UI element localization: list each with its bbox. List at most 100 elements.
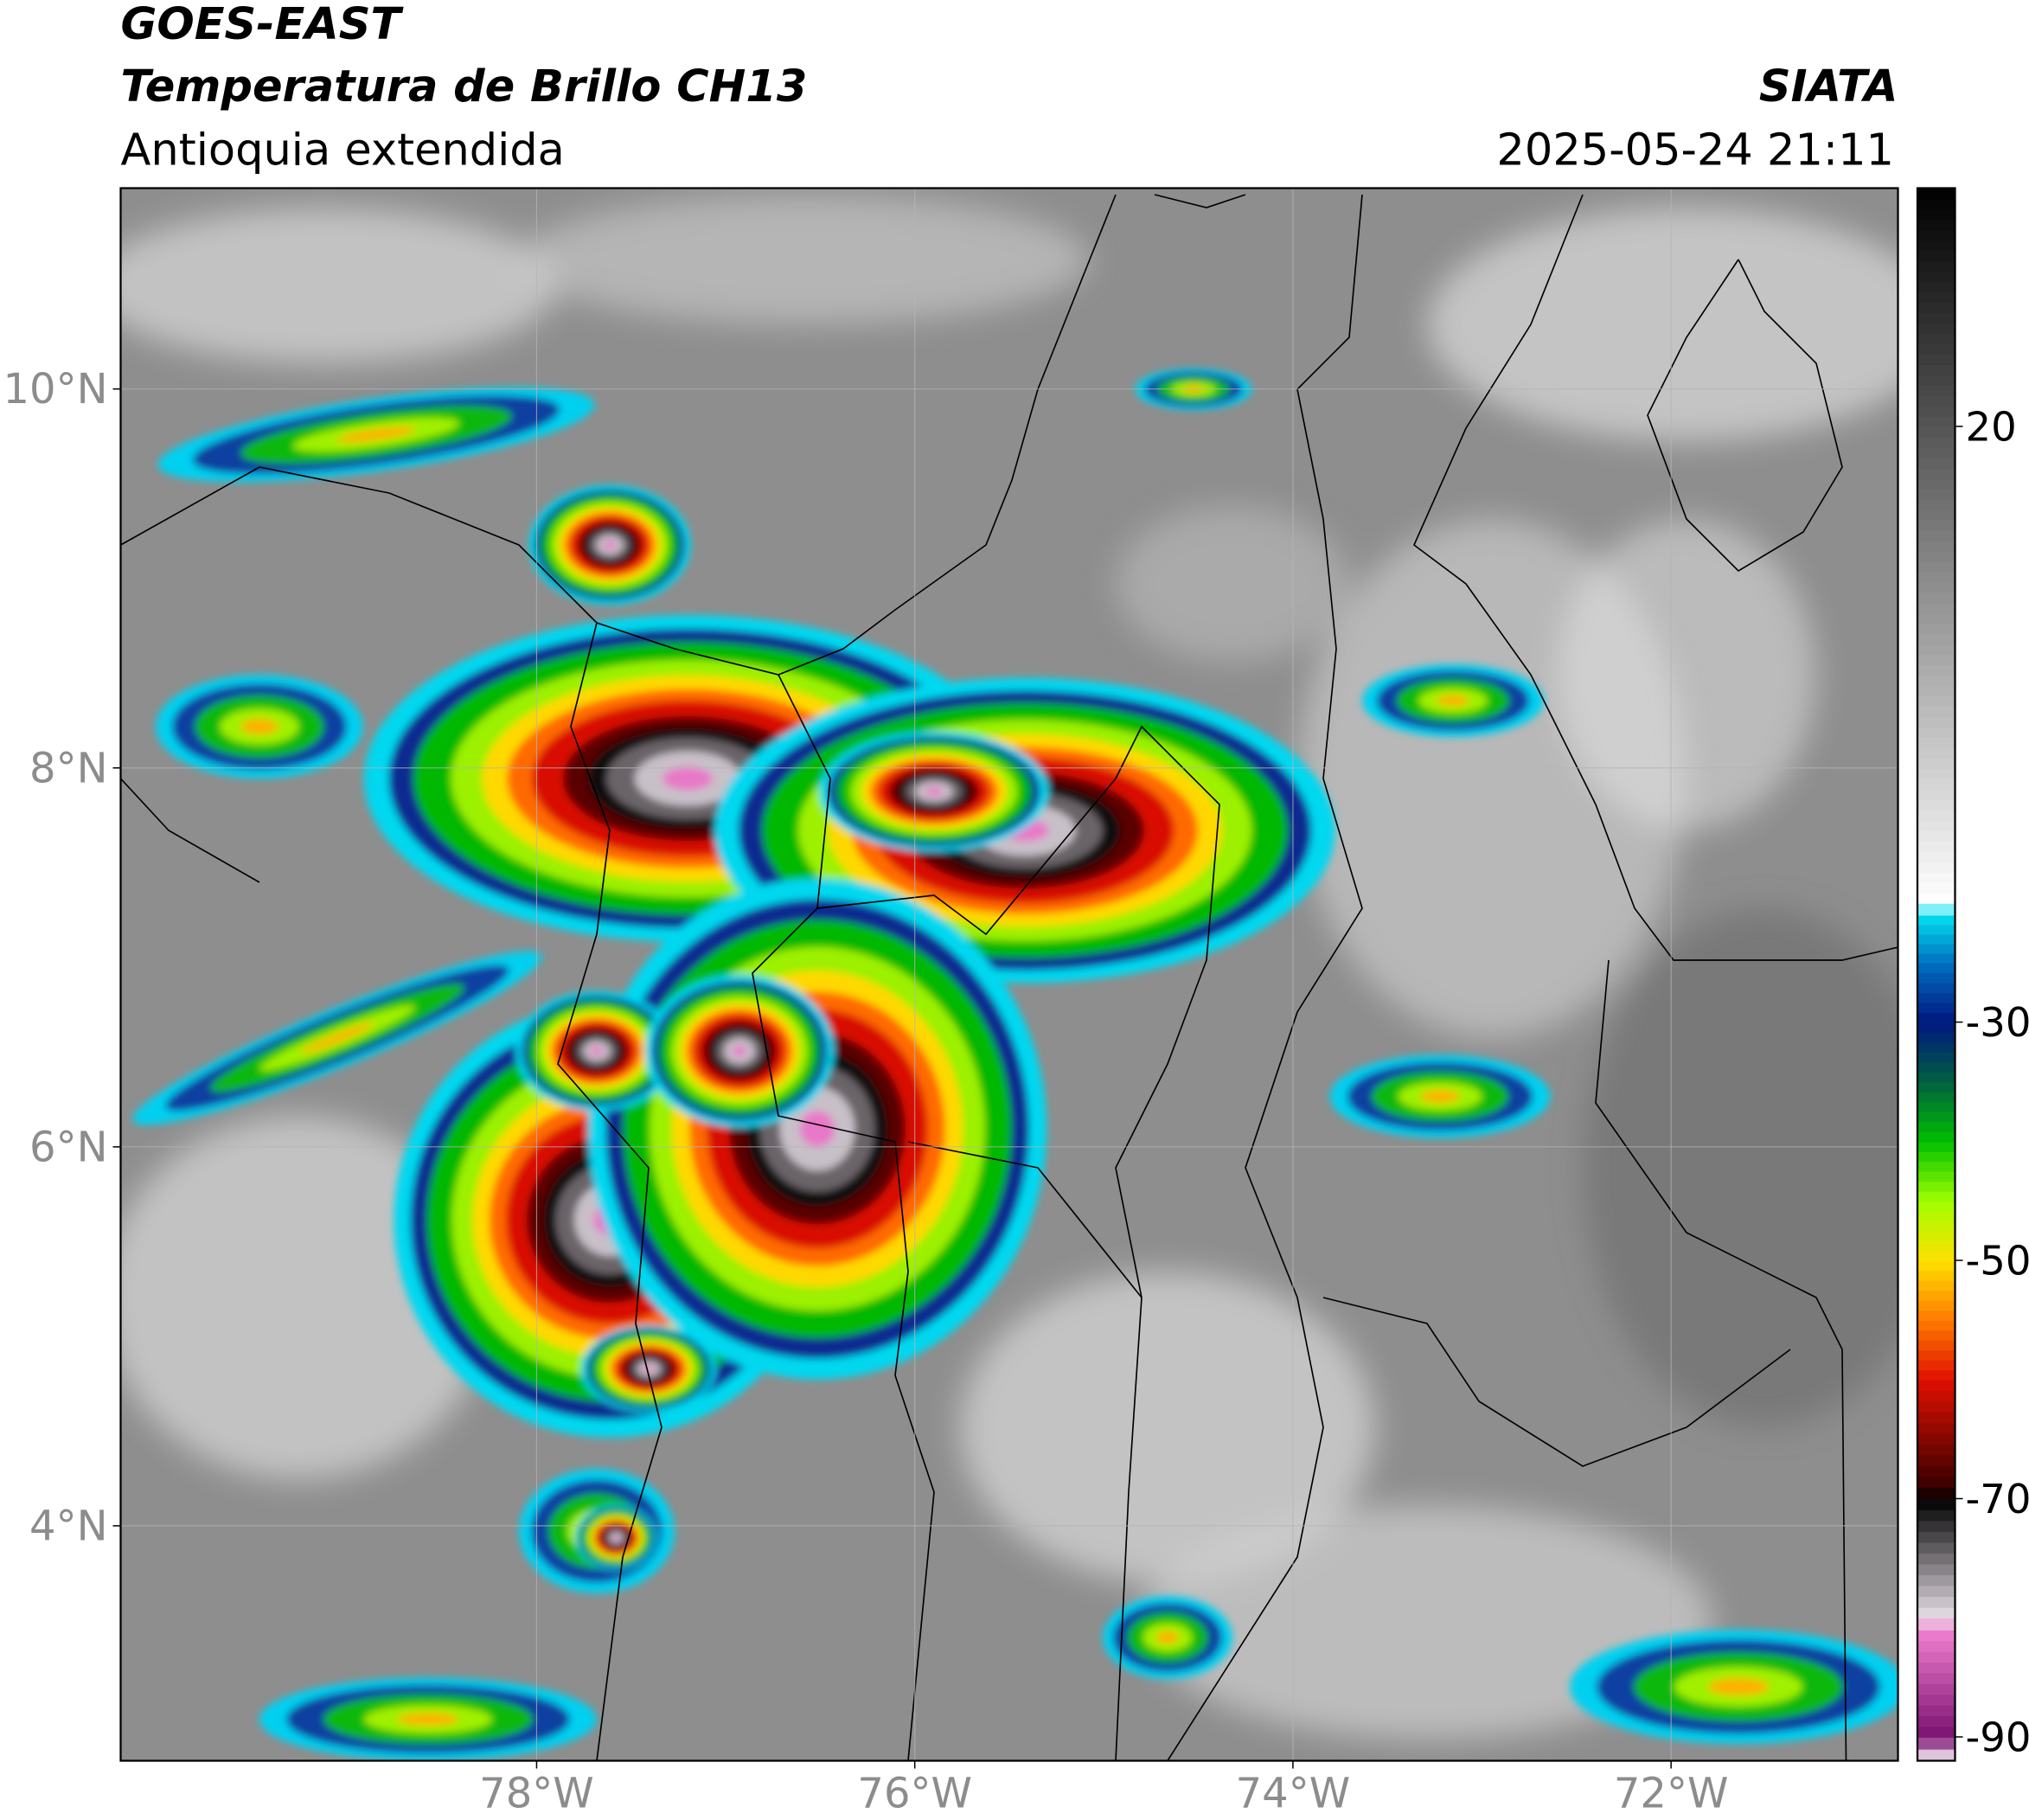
colorbar-step xyxy=(1917,1131,1955,1142)
colorbar-step xyxy=(1917,779,1955,790)
region: Antioquia extendida xyxy=(121,125,565,176)
colorbar-step xyxy=(1917,385,1955,396)
colorbar-step xyxy=(1917,1052,1955,1062)
colorbar-step xyxy=(1917,1181,1955,1191)
colorbar-step xyxy=(1917,260,1955,272)
colorbar-step xyxy=(1917,1330,1955,1340)
colorbar-step xyxy=(1917,189,1955,200)
colorbar-step xyxy=(1917,1290,1955,1300)
colorbar-step xyxy=(1917,1412,1955,1423)
colorbar-step xyxy=(1917,1390,1955,1401)
colorbar-step xyxy=(1917,820,1955,831)
colorbar-step xyxy=(1917,1694,1955,1705)
title: GOES-EAST xyxy=(121,0,405,50)
colorbar-tick-label: -70 xyxy=(1966,1476,2029,1522)
colorbar-step xyxy=(1917,551,1955,562)
colorbar-step xyxy=(1917,830,1955,842)
colorbar-step xyxy=(1917,520,1955,531)
colorbar-step xyxy=(1917,944,1955,954)
colorbar-step xyxy=(1917,1280,1955,1291)
colorbar-step xyxy=(1917,1586,1955,1597)
colorbar-step xyxy=(1917,406,1955,417)
colorbar-step xyxy=(1917,1564,1955,1575)
colorbar-step xyxy=(1917,624,1955,635)
colorbar-step xyxy=(1917,447,1955,458)
colorbar-step xyxy=(1917,1640,1955,1651)
colorbar-step xyxy=(1917,685,1955,696)
colorbar-step xyxy=(1917,281,1955,292)
colorbar-step xyxy=(1917,882,1955,894)
colorbar-step xyxy=(1917,1310,1955,1320)
colorbar-step xyxy=(1917,312,1955,324)
colorbar-step xyxy=(1917,1727,1955,1738)
colorbar-step xyxy=(1917,1422,1955,1433)
colorbar-step xyxy=(1917,219,1955,230)
colorbar-step xyxy=(1917,541,1955,552)
colorbar-step xyxy=(1917,716,1955,727)
colorbar-step xyxy=(1917,416,1955,427)
colorbar-step xyxy=(1917,1651,1955,1663)
colorbar-step xyxy=(1917,1320,1955,1330)
colorbar-step xyxy=(1917,426,1955,438)
colorbar-step xyxy=(1917,1211,1955,1221)
colorbar-step xyxy=(1917,1003,1955,1013)
colorbar-tick-label: -90 xyxy=(1966,1714,2029,1760)
colorbar-step xyxy=(1917,1499,1955,1510)
colorbar-step xyxy=(1917,1553,1955,1564)
colorbar-step xyxy=(1917,1271,1955,1281)
colorbar-step xyxy=(1917,1121,1955,1131)
colorbar-step xyxy=(1917,572,1955,583)
colorbar-step xyxy=(1917,1092,1955,1102)
colorbar-step xyxy=(1917,695,1955,707)
colorbar-step xyxy=(1917,851,1955,862)
colorbar-step xyxy=(1917,1476,1955,1487)
colorbar-step xyxy=(1917,1260,1955,1271)
colorbar-step xyxy=(1917,1360,1955,1370)
colorbar-step xyxy=(1917,1749,1955,1762)
colorbar-step xyxy=(1917,1683,1955,1695)
colorbar-step xyxy=(1917,768,1955,779)
colorbar-step xyxy=(1917,1349,1955,1360)
colorbar-step xyxy=(1917,1596,1955,1607)
y-tick-label: 8°N xyxy=(29,744,107,792)
colorbar-step xyxy=(1917,1151,1955,1162)
colorbar-step xyxy=(1917,1062,1955,1073)
source: SIATA xyxy=(1759,61,1898,112)
colorbar-step xyxy=(1917,862,1955,873)
colorbar-step xyxy=(1917,302,1955,313)
subtitle: Temperatura de Brillo CH13 xyxy=(121,61,808,112)
colorbar-step xyxy=(1917,1161,1955,1171)
colorbar-step xyxy=(1917,1542,1955,1554)
colorbar-step xyxy=(1917,437,1955,448)
colorbar-step xyxy=(1917,1737,1955,1750)
colorbar-step xyxy=(1917,1141,1955,1151)
colorbar-step xyxy=(1917,992,1955,1003)
colorbar-step xyxy=(1917,799,1955,811)
colorbar-step xyxy=(1917,1191,1955,1202)
colorbar-step xyxy=(1917,758,1955,769)
colorbar-step xyxy=(1917,271,1955,282)
colorbar-step xyxy=(1917,789,1955,800)
colorbar-step xyxy=(1917,810,1955,821)
colorbar-step xyxy=(1917,633,1955,644)
colorbar-step xyxy=(1917,1465,1955,1477)
colorbar-step xyxy=(1917,250,1955,261)
colorbar-step xyxy=(1917,499,1955,510)
colorbar-step xyxy=(1917,1433,1955,1445)
colorbar-step xyxy=(1917,1380,1955,1391)
colorbar-step xyxy=(1917,1240,1955,1251)
colorbar-step xyxy=(1917,375,1955,386)
colorbar-step xyxy=(1917,872,1955,883)
colorbar-step xyxy=(1917,1201,1955,1211)
colorbar-step xyxy=(1917,1531,1955,1542)
colorbar-step xyxy=(1917,983,1955,993)
colorbar-step xyxy=(1917,1369,1955,1380)
colorbar-step xyxy=(1917,1300,1955,1311)
colorbar-step xyxy=(1917,706,1955,717)
colorbar-tick-label: -30 xyxy=(1966,999,2029,1046)
colorbar-step xyxy=(1917,208,1955,220)
colorbar-step xyxy=(1917,1251,1955,1261)
colorbar-step xyxy=(1917,1171,1955,1182)
